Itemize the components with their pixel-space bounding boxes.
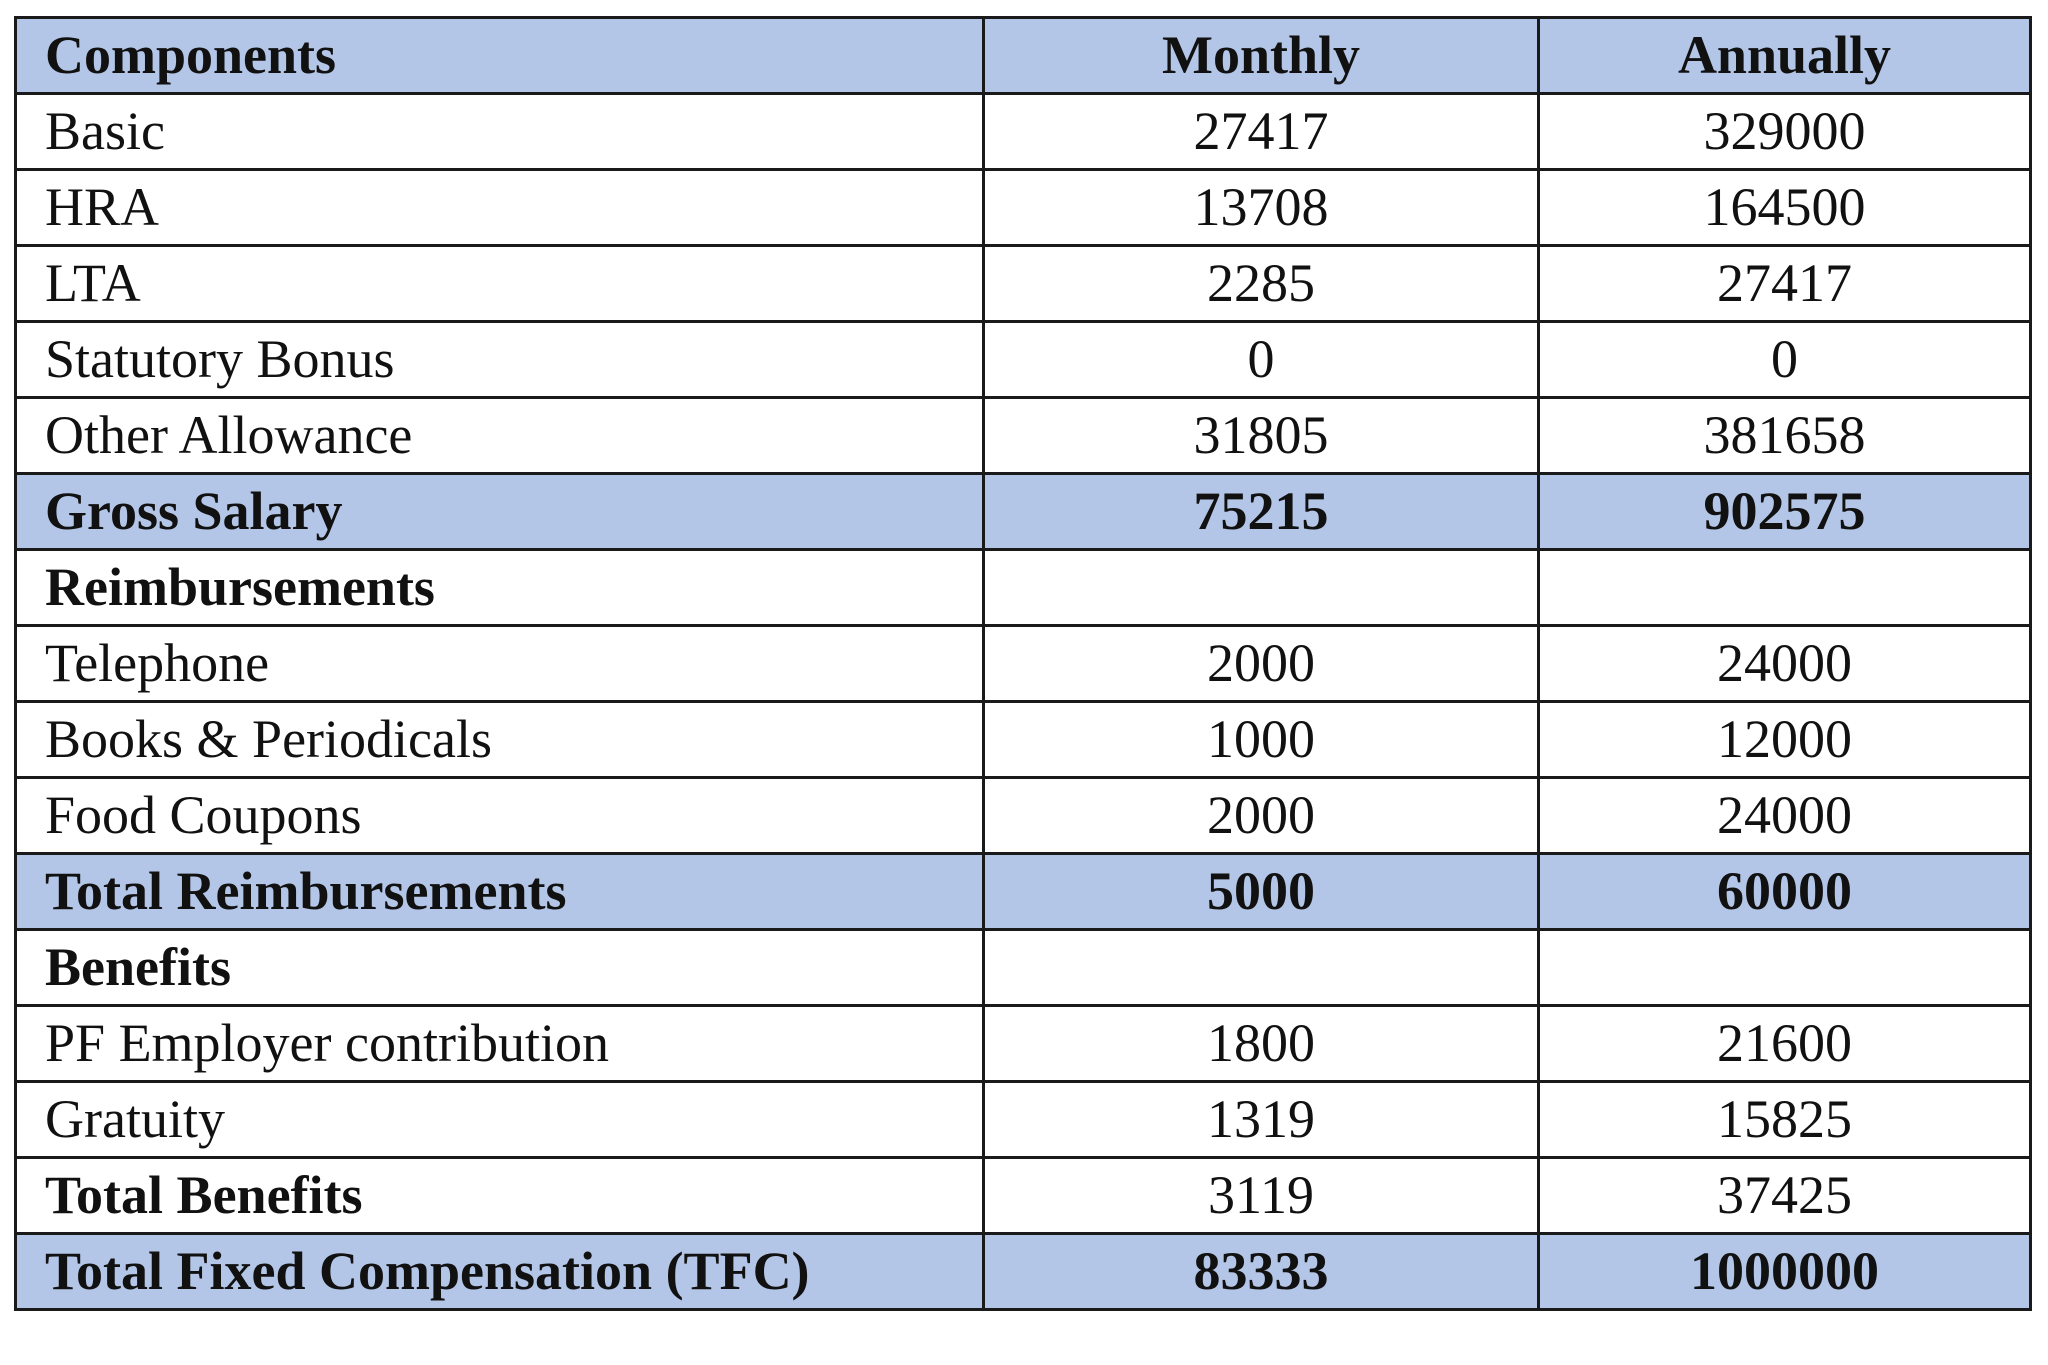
monthly-value: 1000 <box>982 700 1540 779</box>
component-label: Basic <box>14 92 985 171</box>
component-label: Other Allowance <box>14 396 985 475</box>
table-row: Statutory Bonus 0 0 <box>14 320 2032 399</box>
monthly-value: 5000 <box>982 852 1540 931</box>
monthly-value: 1319 <box>982 1080 1540 1159</box>
table-row: LTA 2285 27417 <box>14 244 2032 323</box>
table-row: Reimbursements <box>14 548 2032 627</box>
table-row: HRA 13708 164500 <box>14 168 2032 247</box>
component-label: Total Fixed Compensation (TFC) <box>14 1232 985 1311</box>
header-annually: Annually <box>1537 16 2032 95</box>
compensation-table: Components Monthly Annually Basic 27417 32… <box>14 16 2032 1311</box>
annually-value: 902575 <box>1537 472 2032 551</box>
component-label: HRA <box>14 168 985 247</box>
annually-value: 60000 <box>1537 852 2032 931</box>
component-label: Food Coupons <box>14 776 985 855</box>
table-row: Total Benefits 3119 37425 <box>14 1156 2032 1235</box>
annually-value <box>1537 548 2032 627</box>
component-label: Books & Periodicals <box>14 700 985 779</box>
monthly-value: 2000 <box>982 776 1540 855</box>
monthly-value: 0 <box>982 320 1540 399</box>
header-monthly: Monthly <box>982 16 1540 95</box>
table-header-row: Components Monthly Annually <box>14 16 2032 95</box>
table-row: PF Employer contribution 1800 21600 <box>14 1004 2032 1083</box>
header-components: Components <box>14 16 985 95</box>
table-row: Total Reimbursements 5000 60000 <box>14 852 2032 931</box>
component-label: Telephone <box>14 624 985 703</box>
monthly-value: 1800 <box>982 1004 1540 1083</box>
monthly-value <box>982 548 1540 627</box>
monthly-value: 13708 <box>982 168 1540 247</box>
table-row: Basic 27417 329000 <box>14 92 2032 171</box>
annually-value: 12000 <box>1537 700 2032 779</box>
monthly-value: 83333 <box>982 1232 1540 1311</box>
monthly-value: 27417 <box>982 92 1540 171</box>
component-label: PF Employer contribution <box>14 1004 985 1083</box>
monthly-value: 2285 <box>982 244 1540 323</box>
monthly-value <box>982 928 1540 1007</box>
annually-value: 0 <box>1537 320 2032 399</box>
table-row: Gratuity 1319 15825 <box>14 1080 2032 1159</box>
component-label: Benefits <box>14 928 985 1007</box>
component-label: Gross Salary <box>14 472 985 551</box>
monthly-value: 31805 <box>982 396 1540 475</box>
component-label: Statutory Bonus <box>14 320 985 399</box>
component-label: Total Benefits <box>14 1156 985 1235</box>
annually-value: 15825 <box>1537 1080 2032 1159</box>
component-label: LTA <box>14 244 985 323</box>
table-row: Books & Periodicals 1000 12000 <box>14 700 2032 779</box>
annually-value: 1000000 <box>1537 1232 2032 1311</box>
annually-value: 329000 <box>1537 92 2032 171</box>
component-label: Total Reimbursements <box>14 852 985 931</box>
annually-value: 24000 <box>1537 776 2032 855</box>
annually-value: 21600 <box>1537 1004 2032 1083</box>
monthly-value: 3119 <box>982 1156 1540 1235</box>
table-row: Benefits <box>14 928 2032 1007</box>
monthly-value: 2000 <box>982 624 1540 703</box>
annually-value <box>1537 928 2032 1007</box>
table-row: Total Fixed Compensation (TFC) 83333 10000… <box>14 1232 2032 1311</box>
annually-value: 27417 <box>1537 244 2032 323</box>
annually-value: 164500 <box>1537 168 2032 247</box>
component-label: Reimbursements <box>14 548 985 627</box>
table-row: Gross Salary 75215 902575 <box>14 472 2032 551</box>
table-row: Telephone 2000 24000 <box>14 624 2032 703</box>
annually-value: 24000 <box>1537 624 2032 703</box>
table-row: Other Allowance 31805 381658 <box>14 396 2032 475</box>
monthly-value: 75215 <box>982 472 1540 551</box>
component-label: Gratuity <box>14 1080 985 1159</box>
annually-value: 37425 <box>1537 1156 2032 1235</box>
table-row: Food Coupons 2000 24000 <box>14 776 2032 855</box>
annually-value: 381658 <box>1537 396 2032 475</box>
table-body: Basic 27417 329000 HRA 13708 164500 LTA 2285 274… <box>14 92 2032 1311</box>
